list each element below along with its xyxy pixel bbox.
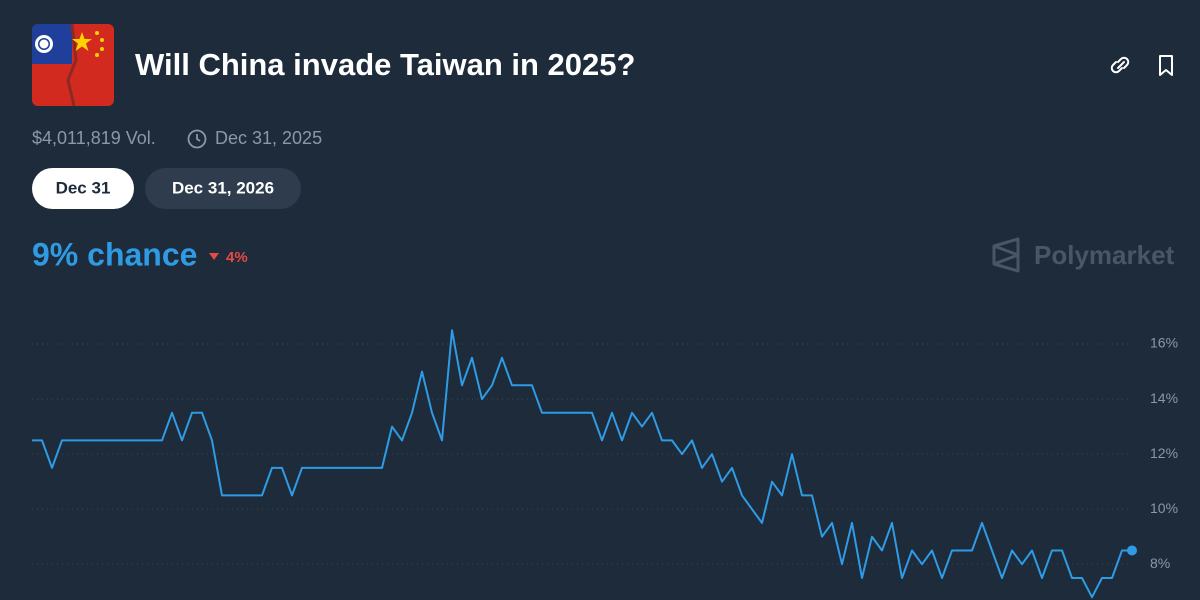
y-tick-label: 16% — [1150, 335, 1178, 351]
market-flag — [32, 24, 114, 106]
y-tick-label: 8% — [1150, 555, 1170, 571]
bookmark-button[interactable] — [1159, 55, 1173, 76]
tab-label[interactable]: Dec 31, 2026 — [172, 178, 274, 197]
tab-label[interactable]: Dec 31 — [56, 178, 111, 197]
chance: 9% chance — [32, 236, 197, 272]
tab[interactable] — [145, 168, 301, 209]
clock-icon — [187, 129, 207, 149]
link-button[interactable] — [1110, 56, 1130, 74]
brand: Polymarket — [1034, 240, 1175, 270]
y-tick-label: 12% — [1150, 445, 1178, 461]
down-arrow — [209, 253, 219, 260]
change: 4% — [226, 249, 248, 266]
tab-active[interactable] — [32, 168, 134, 209]
y-tick-label: 14% — [1150, 390, 1178, 406]
y-tick-label: 10% — [1150, 500, 1178, 516]
brand-logo — [992, 237, 1020, 273]
current-point — [1127, 545, 1137, 556]
end-date: Dec 31, 2025 — [215, 128, 322, 148]
volume: $4,011,819 Vol. — [32, 128, 156, 148]
market-title: Will China invade Taiwan in 2025? — [135, 47, 635, 82]
price-line — [32, 329, 1132, 599]
